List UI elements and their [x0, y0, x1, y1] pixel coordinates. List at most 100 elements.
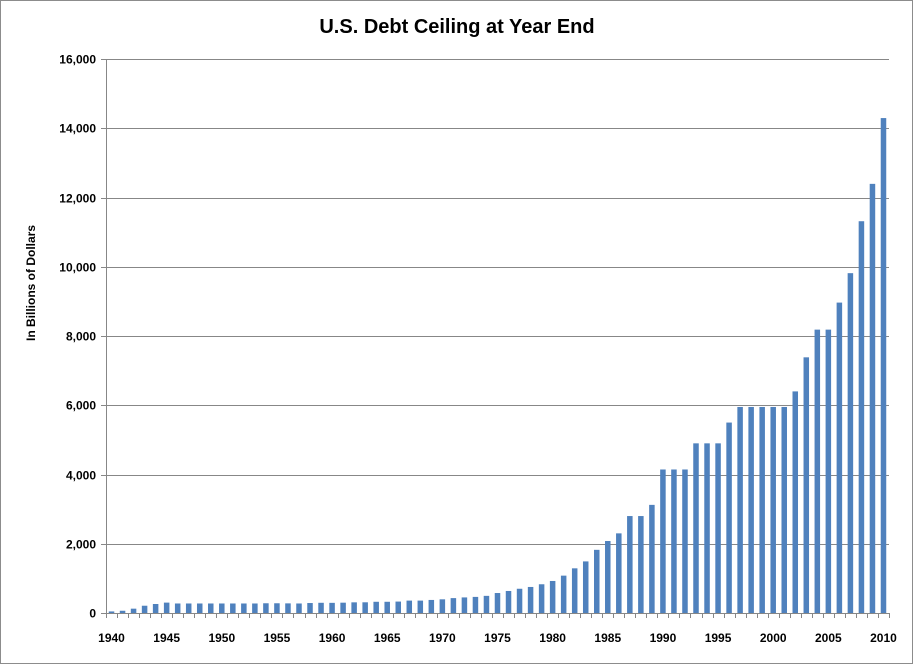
- x-tick-label: 1940: [98, 631, 125, 645]
- bar: [516, 588, 523, 613]
- bar: [108, 611, 115, 613]
- bar: [318, 602, 324, 613]
- x-tick-label: 2010: [870, 631, 897, 645]
- x-tick-label: 1990: [650, 631, 677, 645]
- bar: [682, 469, 688, 613]
- bar: [770, 406, 776, 613]
- bar: [230, 603, 236, 613]
- bar: [428, 599, 435, 613]
- bar: [263, 603, 269, 613]
- x-tick-label: 1985: [594, 631, 621, 645]
- bar: [737, 406, 743, 613]
- bar: [560, 575, 567, 613]
- bar: [814, 329, 821, 613]
- bar: [660, 469, 666, 613]
- bar: [472, 596, 479, 613]
- bar: [704, 443, 710, 613]
- bar: [219, 603, 225, 613]
- bars: [108, 118, 887, 614]
- bar: [571, 568, 578, 613]
- bar: [616, 533, 622, 613]
- x-tick-label: 1975: [484, 631, 511, 645]
- bar: [163, 602, 170, 613]
- bar: [417, 600, 424, 613]
- axes: [101, 59, 890, 618]
- bar: [880, 118, 887, 613]
- bar: [847, 273, 854, 613]
- bar: [781, 406, 787, 613]
- bar: [329, 602, 335, 613]
- bar: [869, 183, 876, 614]
- bar: [605, 541, 611, 613]
- y-tick-label: 0: [89, 607, 96, 621]
- bar: [792, 391, 799, 613]
- bar: [494, 593, 501, 613]
- x-tick-label: 1945: [153, 631, 180, 645]
- bar: [825, 329, 832, 613]
- x-tick-label: 2000: [760, 631, 787, 645]
- bar: [439, 599, 446, 613]
- bar: [726, 422, 732, 613]
- x-tick-label: 1980: [539, 631, 566, 645]
- x-tick-label: 1960: [319, 631, 346, 645]
- bar: [196, 603, 203, 613]
- bar: [715, 443, 721, 613]
- x-tick-label: 1970: [429, 631, 456, 645]
- bar: [395, 601, 401, 613]
- bar: [638, 516, 644, 613]
- bar: [406, 600, 413, 613]
- bar: [461, 597, 468, 613]
- bar: [759, 406, 765, 613]
- x-tick-labels: 1940 1945 1950 1955 1960 1965 1970 1975 1980 1985…: [98, 631, 897, 645]
- bar: [174, 603, 181, 613]
- bar: [538, 584, 545, 613]
- y-tick-label: 8,000: [66, 330, 96, 344]
- bar: [527, 586, 534, 613]
- bar: [130, 608, 137, 613]
- bar: [627, 516, 633, 613]
- bar: [141, 605, 148, 613]
- bar: [241, 603, 247, 613]
- y-axis-label: In Billions of Dollars: [24, 225, 38, 341]
- y-tick-label: 16,000: [59, 53, 96, 67]
- bar: [340, 602, 346, 613]
- bar: [450, 598, 457, 613]
- x-tick-label: 1965: [374, 631, 401, 645]
- bar: [858, 221, 865, 613]
- bar: [208, 603, 214, 613]
- bar: [549, 580, 556, 613]
- bar: [671, 469, 677, 613]
- bar: [384, 601, 390, 613]
- x-tick-label: 1955: [264, 631, 291, 645]
- y-tick-label: 12,000: [59, 192, 96, 206]
- bar: [582, 561, 589, 613]
- bar: [274, 603, 280, 613]
- x-tick-label: 1995: [705, 631, 732, 645]
- bar: [373, 601, 379, 613]
- bar: [748, 406, 754, 613]
- bar: [307, 603, 313, 613]
- bar: [649, 504, 655, 613]
- x-tick-label: 2005: [815, 631, 842, 645]
- bar: [836, 302, 843, 613]
- bar: [693, 443, 699, 613]
- x-tick-label: 1950: [208, 631, 235, 645]
- y-tick-label: 10,000: [59, 261, 96, 275]
- bar: [285, 603, 291, 613]
- y-tick-label: 14,000: [59, 122, 96, 136]
- gridlines: [106, 59, 889, 545]
- bar: [505, 590, 512, 613]
- bar: [594, 549, 600, 613]
- bar: [185, 603, 192, 613]
- bar: [252, 603, 258, 613]
- chart-title: U.S. Debt Ceiling at Year End: [319, 16, 594, 38]
- y-tick-label: 4,000: [66, 469, 96, 483]
- y-tick-label: 6,000: [66, 399, 96, 413]
- bar: [362, 602, 368, 613]
- bar: [351, 602, 357, 613]
- bar: [296, 603, 302, 613]
- bar: [119, 610, 126, 613]
- y-tick-labels: 0 2,000 4,000 6,000 8,000 10,000 12,000 14,000 1…: [59, 53, 96, 621]
- bar: [483, 595, 490, 613]
